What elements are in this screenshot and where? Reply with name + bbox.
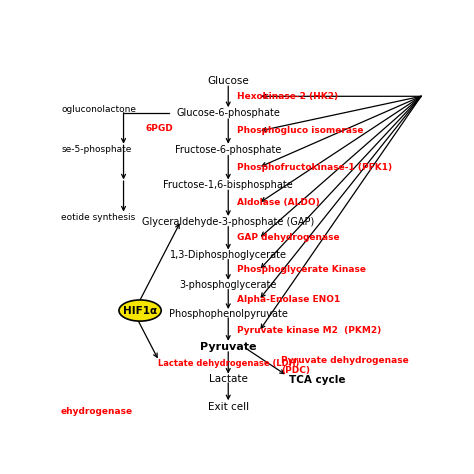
- Text: ogluconolactone: ogluconolactone: [61, 105, 136, 114]
- Text: Glucose-6-phosphate: Glucose-6-phosphate: [176, 109, 280, 118]
- Text: Pyruvate: Pyruvate: [200, 342, 256, 352]
- Text: ehydrogenase: ehydrogenase: [61, 407, 133, 416]
- Text: Fructose-1,6-bisphosphate: Fructose-1,6-bisphosphate: [164, 180, 293, 191]
- Ellipse shape: [119, 300, 161, 321]
- Text: Hexokinase-2 (HK2): Hexokinase-2 (HK2): [237, 92, 338, 101]
- Text: Aldolase (ALDO): Aldolase (ALDO): [237, 199, 320, 207]
- Text: Phosphophenolpyruvate: Phosphophenolpyruvate: [169, 309, 288, 319]
- Text: se-5-phosphate: se-5-phosphate: [61, 146, 131, 155]
- Text: Exit cell: Exit cell: [208, 401, 249, 411]
- Text: Lactate: Lactate: [209, 374, 248, 384]
- Text: GAP dehydrogenase: GAP dehydrogenase: [237, 233, 340, 242]
- Text: Phosphofructokinase-1 (PFK1): Phosphofructokinase-1 (PFK1): [237, 163, 392, 172]
- Text: Pyruvate kinase M2  (PKM2): Pyruvate kinase M2 (PKM2): [237, 326, 382, 335]
- Text: TCA cycle: TCA cycle: [289, 375, 346, 385]
- Text: 1,3-Diphosphoglycerate: 1,3-Diphosphoglycerate: [170, 250, 287, 260]
- Text: Phosphogluco isomerase: Phosphogluco isomerase: [237, 127, 364, 136]
- Text: 6PGD: 6PGD: [146, 124, 173, 133]
- Text: eotide synthesis: eotide synthesis: [61, 213, 136, 222]
- Text: 3-phosphoglycerate: 3-phosphoglycerate: [180, 280, 277, 290]
- Text: Phosphoglycerate Kinase: Phosphoglycerate Kinase: [237, 265, 366, 274]
- Text: Lactate dehydrogenase (LDH): Lactate dehydrogenase (LDH): [158, 359, 300, 368]
- Text: Alpha-Enolase ENO1: Alpha-Enolase ENO1: [237, 295, 341, 304]
- Text: Fructose-6-phosphate: Fructose-6-phosphate: [175, 145, 282, 155]
- Text: Glucose: Glucose: [207, 76, 249, 86]
- Text: Pyruvate dehydrogenase
(PDC): Pyruvate dehydrogenase (PDC): [282, 356, 409, 375]
- Text: Glyceraldehyde-3-phosphate (GAP): Glyceraldehyde-3-phosphate (GAP): [142, 217, 314, 227]
- Text: HIF1α: HIF1α: [123, 306, 157, 316]
